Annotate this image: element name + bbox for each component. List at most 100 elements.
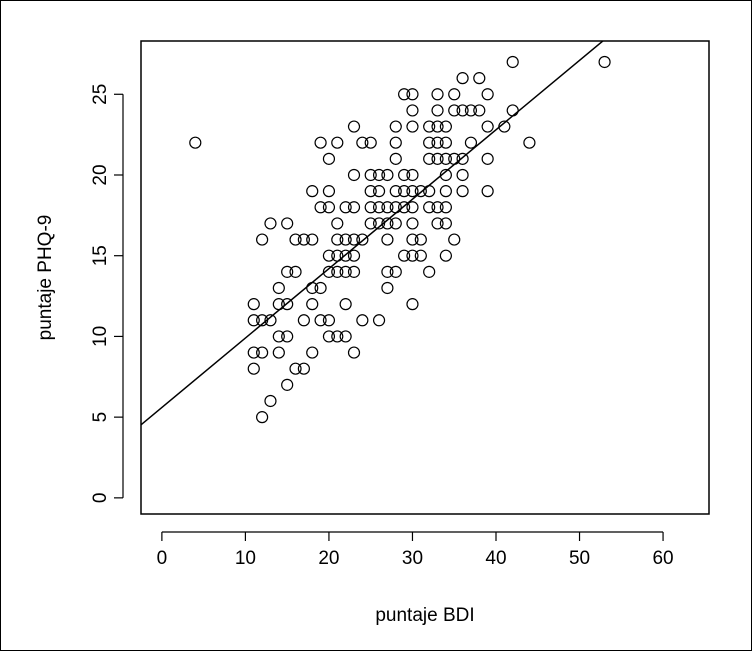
data-point	[439, 249, 452, 262]
data-point	[406, 168, 419, 182]
data-point	[339, 249, 352, 262]
data-point	[256, 411, 269, 424]
data-point	[322, 330, 336, 343]
data-point	[481, 120, 494, 133]
x-tick-label: 60	[652, 548, 673, 569]
data-point	[389, 136, 402, 149]
data-point	[398, 249, 411, 262]
data-point	[473, 72, 486, 85]
plot-box	[140, 40, 710, 515]
y-tick-label: 5	[90, 412, 111, 423]
data-point	[448, 233, 461, 246]
data-point	[339, 233, 352, 246]
data-point	[406, 201, 419, 214]
data-point	[347, 265, 361, 278]
data-point	[372, 201, 386, 214]
data-point	[322, 201, 336, 214]
data-point	[439, 201, 452, 214]
y-tick-label: 15	[90, 245, 111, 266]
data-point	[347, 120, 361, 133]
data-point	[456, 72, 469, 85]
data-point	[364, 185, 377, 198]
data-point	[406, 249, 419, 262]
data-point	[506, 55, 519, 69]
data-point	[431, 152, 444, 165]
data-point	[389, 217, 402, 230]
data-point	[456, 104, 469, 117]
data-point	[439, 120, 452, 133]
data-point	[364, 168, 377, 182]
data-point	[473, 104, 486, 117]
data-point	[431, 136, 444, 149]
data-point	[439, 168, 452, 182]
data-point	[372, 217, 386, 230]
data-point	[406, 233, 419, 246]
data-point	[272, 346, 285, 359]
data-point	[297, 233, 310, 246]
data-point	[247, 346, 260, 359]
y-axis-label: puntaje PHQ-9	[35, 215, 56, 341]
data-point	[456, 168, 469, 182]
data-point	[398, 201, 411, 214]
data-point	[381, 265, 394, 278]
data-point	[281, 217, 294, 230]
data-point	[364, 136, 377, 149]
data-point	[331, 330, 344, 343]
x-tick-label: 40	[485, 548, 506, 569]
y-tick-label: 10	[90, 326, 111, 347]
data-point	[356, 136, 369, 149]
data-point	[314, 314, 327, 327]
data-point	[423, 120, 436, 133]
data-point	[264, 217, 277, 230]
data-point	[281, 330, 294, 343]
data-point	[347, 201, 361, 214]
data-point	[381, 201, 394, 214]
y-axis: 0 5 10 15 20 25	[90, 84, 124, 503]
data-point	[289, 233, 302, 246]
data-point	[314, 136, 327, 149]
data-point	[398, 185, 411, 198]
data-point	[456, 152, 469, 165]
data-point	[439, 152, 452, 165]
data-point	[289, 362, 302, 375]
data-point	[289, 265, 302, 278]
data-point	[423, 136, 436, 149]
data-point	[347, 168, 361, 182]
data-point	[347, 346, 361, 359]
x-tick-label: 30	[402, 548, 423, 569]
data-point	[389, 265, 402, 278]
data-point	[281, 378, 294, 391]
x-tick-label: 10	[235, 548, 256, 569]
data-point	[339, 298, 352, 311]
data-point	[423, 152, 436, 165]
data-point	[423, 265, 436, 278]
data-point	[423, 185, 436, 198]
data-point	[431, 120, 444, 133]
data-point	[189, 136, 202, 149]
data-point	[322, 265, 336, 278]
data-point	[306, 185, 319, 198]
data-point	[381, 233, 394, 246]
data-point	[381, 281, 394, 295]
data-point	[372, 185, 386, 198]
data-point	[347, 233, 361, 246]
data-point	[431, 104, 444, 117]
data-point	[247, 362, 260, 375]
x-axis: 0 10 20 30 40 50 60	[157, 531, 674, 569]
data-point	[389, 185, 402, 198]
data-point	[423, 201, 436, 214]
data-point	[398, 88, 411, 101]
data-point	[598, 55, 611, 69]
data-point	[306, 298, 319, 311]
data-point	[339, 201, 352, 214]
data-point	[297, 314, 310, 327]
data-point	[247, 314, 260, 327]
data-point	[281, 298, 294, 311]
data-point	[364, 201, 377, 214]
data-point	[322, 152, 336, 165]
data-point	[439, 185, 452, 198]
data-point	[523, 136, 536, 149]
x-tick-label: 50	[569, 548, 590, 569]
data-point	[339, 330, 352, 343]
